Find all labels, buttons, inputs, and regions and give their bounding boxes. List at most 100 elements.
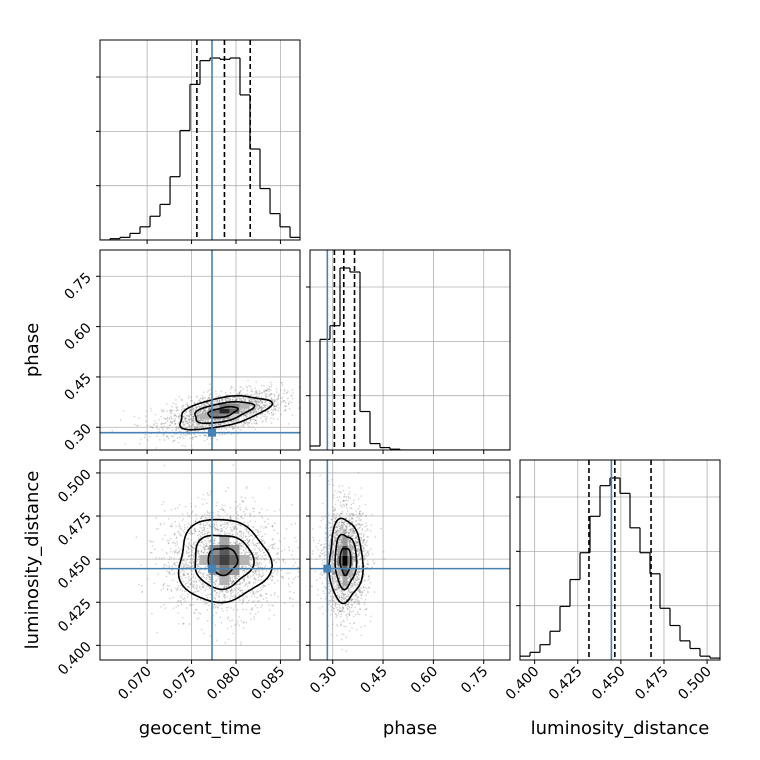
sample-point: [276, 571, 279, 573]
sample-point: [283, 401, 285, 403]
sample-point: [164, 607, 167, 609]
sample-point: [356, 579, 358, 581]
sample-point: [215, 423, 217, 426]
sample-point: [184, 423, 187, 425]
sample-point: [187, 546, 189, 548]
sample-point: [353, 558, 355, 560]
sample-point: [208, 424, 210, 426]
sample-point: [184, 597, 186, 600]
sample-point: [243, 597, 245, 599]
sample-point: [187, 405, 189, 408]
sample-point: [167, 542, 170, 545]
sample-point: [199, 526, 201, 529]
sample-point: [191, 415, 193, 418]
sample-point: [177, 530, 179, 533]
sample-point: [190, 550, 193, 552]
sample-point: [265, 420, 268, 423]
sample-point: [261, 555, 264, 558]
sample-point: [230, 592, 232, 594]
sample-point: [183, 415, 185, 418]
sample-point: [197, 559, 199, 561]
sample-point: [140, 438, 142, 441]
sample-point: [236, 393, 239, 395]
sample-point: [255, 401, 257, 403]
sample-point: [322, 613, 324, 615]
sample-point: [258, 390, 261, 392]
sample-point: [362, 539, 365, 541]
sample-point: [200, 426, 203, 429]
sample-point: [246, 585, 249, 588]
sample-point: [254, 403, 257, 406]
sample-point: [195, 414, 198, 417]
sample-point: [242, 424, 245, 427]
sample-point: [340, 590, 343, 592]
sample-point: [354, 613, 357, 616]
sample-point: [256, 403, 259, 405]
sample-point: [273, 412, 275, 415]
sample-point: [271, 576, 274, 578]
sample-point: [182, 408, 184, 410]
sample-point: [269, 561, 271, 564]
sample-point: [236, 397, 238, 399]
sample-point: [182, 598, 185, 600]
sample-point: [232, 396, 235, 399]
sample-point: [213, 542, 215, 545]
sample-point: [167, 542, 170, 544]
sample-point: [200, 405, 203, 408]
sample-point: [280, 397, 282, 399]
density-cell-10: [209, 403, 220, 409]
sample-point: [254, 399, 257, 402]
sample-point: [342, 489, 345, 492]
sample-point: [235, 399, 237, 402]
sample-point: [237, 513, 239, 516]
sample-point: [231, 576, 234, 579]
sample-point: [250, 394, 252, 397]
sample-point: [199, 410, 202, 413]
sample-point: [292, 605, 294, 607]
sample-point: [188, 565, 190, 567]
sample-point: [260, 417, 262, 419]
sample-point: [208, 423, 210, 426]
sample-point: [258, 570, 260, 573]
sample-point: [232, 579, 234, 581]
sample-point: [207, 547, 210, 550]
sample-point: [292, 598, 294, 601]
sample-point: [341, 510, 344, 513]
sample-point: [234, 593, 237, 596]
sample-point: [334, 490, 336, 492]
contour-0: [207, 547, 239, 577]
sample-point: [352, 529, 355, 531]
sample-point: [341, 538, 343, 541]
sample-point: [203, 391, 205, 394]
sample-point: [235, 543, 237, 546]
sample-point: [345, 504, 348, 506]
sample-point: [334, 520, 336, 523]
sample-point: [202, 583, 205, 585]
sample-point: [288, 572, 291, 574]
sample-point: [192, 585, 194, 587]
sample-point: [194, 505, 197, 508]
sample-point: [336, 589, 339, 592]
sample-point: [188, 623, 191, 625]
sample-point: [283, 399, 286, 402]
sample-point: [343, 493, 346, 496]
sample-point: [236, 583, 238, 585]
sample-point: [186, 573, 189, 575]
sample-point: [249, 405, 252, 407]
sample-point: [163, 582, 166, 585]
sample-point: [341, 504, 343, 507]
sample-point: [188, 532, 191, 535]
sample-point: [196, 415, 199, 417]
sample-point: [227, 606, 229, 609]
sample-point: [239, 531, 241, 533]
sample-point: [176, 409, 179, 412]
sample-point: [265, 570, 268, 572]
sample-point: [191, 436, 194, 439]
sample-point: [178, 430, 181, 433]
sample-point: [257, 600, 259, 602]
sample-point: [236, 533, 239, 536]
sample-point: [181, 616, 184, 619]
sample-point: [183, 580, 185, 583]
sample-point: [161, 503, 163, 506]
sample-point: [175, 525, 177, 527]
